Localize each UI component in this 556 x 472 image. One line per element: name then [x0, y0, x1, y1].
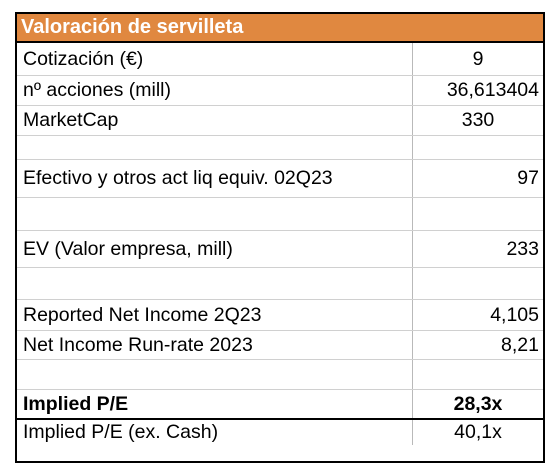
table-title: Valoración de servilleta [21, 16, 244, 38]
value-cell[interactable] [413, 136, 543, 159]
value-cell[interactable]: 36,613404 [446, 79, 539, 101]
label-cell[interactable]: Net Income Run-rate 2023 [17, 331, 413, 359]
value-cell[interactable]: 330 [461, 109, 495, 131]
label-cell[interactable]: nº acciones (mill) [17, 76, 413, 105]
table-row-empty[interactable] [17, 136, 543, 160]
label-cell[interactable] [17, 136, 413, 159]
value-cell[interactable]: 28,3x [453, 392, 503, 415]
value-cell[interactable]: 9 [472, 47, 484, 70]
table-row-acciones[interactable]: nº acciones (mill) 36,613404 [17, 76, 543, 106]
table-row-empty[interactable] [17, 268, 543, 300]
value-cell[interactable]: 233 [506, 237, 539, 260]
table-row-implied-pe-ex-cash[interactable]: Implied P/E (ex. Cash) 40,1x [17, 420, 543, 445]
label-cell[interactable]: Implied P/E [17, 390, 413, 418]
table-row-empty[interactable] [17, 198, 543, 231]
value-cell[interactable] [413, 198, 543, 230]
table-row-implied-pe[interactable]: Implied P/E 28,3x [17, 390, 543, 420]
value-cell[interactable]: 8,21 [501, 333, 539, 356]
table-row-marketcap[interactable]: MarketCap 330 [17, 106, 543, 136]
table-row-reported-net-income[interactable]: Reported Net Income 2Q23 4,105 [17, 300, 543, 331]
label-cell[interactable] [17, 268, 413, 299]
label-cell[interactable]: Cotización (€) [17, 43, 413, 75]
label-cell[interactable]: Reported Net Income 2Q23 [17, 300, 413, 330]
table-row-cotizacion[interactable]: Cotización (€) 9 [17, 43, 543, 76]
table-row-ev[interactable]: EV (Valor empresa, mill) 233 [17, 231, 543, 268]
table-row-empty[interactable] [17, 360, 543, 390]
table-row-efectivo[interactable]: Efectivo y otros act liq equiv. 02Q23 97 [17, 160, 543, 198]
value-cell[interactable]: 4,105 [490, 303, 539, 326]
table-row-net-income-run-rate[interactable]: Net Income Run-rate 2023 8,21 [17, 331, 543, 360]
label-cell[interactable] [17, 360, 413, 389]
value-cell[interactable]: 40,1x [454, 421, 502, 443]
value-cell[interactable]: 97 [517, 167, 539, 189]
label-cell[interactable]: EV (Valor empresa, mill) [17, 231, 413, 267]
label-cell[interactable]: Efectivo y otros act liq equiv. 02Q23 [17, 160, 413, 197]
label-cell[interactable]: Implied P/E (ex. Cash) [17, 420, 413, 445]
value-cell[interactable] [413, 268, 543, 299]
label-cell[interactable]: MarketCap [17, 106, 413, 135]
valuation-table: Valoración de servilleta Cotización (€) … [17, 14, 543, 445]
table-header[interactable]: Valoración de servilleta [17, 14, 543, 43]
label-cell[interactable] [17, 198, 413, 230]
value-cell[interactable] [413, 360, 543, 389]
